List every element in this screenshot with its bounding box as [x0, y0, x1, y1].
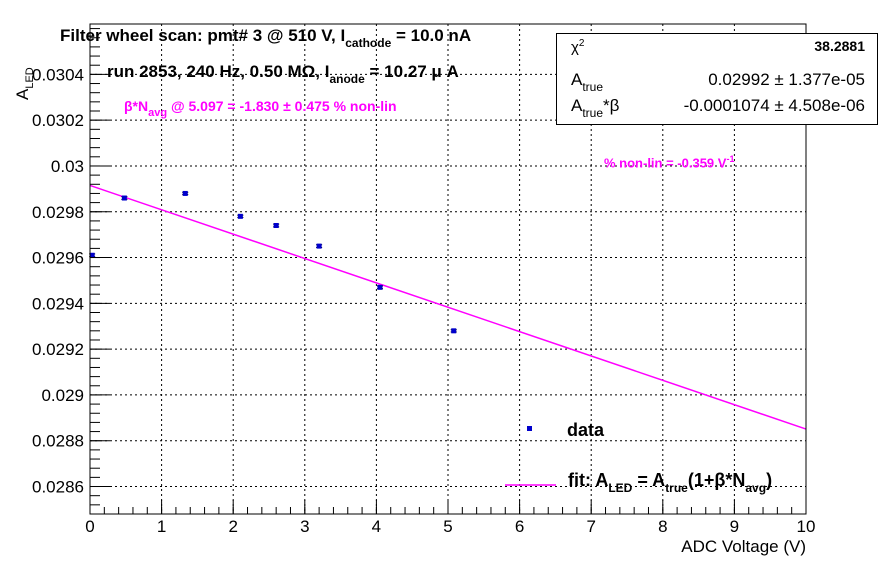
- stats-row-atrue-beta: Atrue*β -0.0001074 ± 4.508e-06: [557, 92, 877, 120]
- y-tick-label: 0.0304: [32, 65, 84, 84]
- x-tick-label: 4: [372, 517, 381, 536]
- y-tick-label: 0.0288: [32, 432, 84, 451]
- legend-data-marker: [527, 426, 532, 431]
- x-tick-label: 1: [157, 517, 166, 536]
- slope-sup: -1: [726, 154, 735, 164]
- run-info-prefix: run 2853, 240 Hz, 0.50 MΩ, I: [107, 62, 330, 81]
- data-marker: [451, 328, 457, 334]
- slope-annotation: % non-lin = -0.359 V-1: [604, 154, 734, 170]
- atrue-label: Atrue: [571, 70, 604, 94]
- slope-text: % non-lin = -0.359 V: [604, 155, 727, 171]
- stats-box: χ2 38.2881 Atrue 0.02992 ± 1.377e-05 Atr…: [556, 33, 878, 125]
- run-info: run 2853, 240 Hz, 0.50 MΩ, Ianode = 10.2…: [107, 62, 459, 86]
- data-marker: [273, 222, 279, 228]
- x-axis-label: ADC Voltage (V): [681, 537, 806, 556]
- fit-line: [89, 184, 807, 430]
- data-point: [121, 195, 128, 201]
- axes: 0 1 2 3 4 5 6 7 8 9 10 0.0286 0.0288 0.029 0.0292 0.029…: [32, 23, 816, 536]
- title-subscript: cathode: [345, 36, 392, 50]
- x-tick-label: 8: [658, 517, 667, 536]
- legend-markers: [505, 426, 556, 486]
- nonlin-subscript: avg: [148, 107, 168, 119]
- fit-series: [89, 184, 807, 430]
- data-point: [237, 213, 244, 219]
- y-tick-label: 0.0286: [32, 478, 84, 497]
- stats-row-chi2: χ2 38.2881: [557, 34, 877, 62]
- data-point: [273, 222, 280, 228]
- atrue-beta-value: -0.0001074 ± 4.508e-06: [683, 96, 865, 115]
- run-info-subscript: anode: [329, 72, 365, 86]
- x-tick-label: 5: [443, 517, 452, 536]
- legend-fit-label: fit: ALED = Atrue(1+β*Navg): [568, 470, 773, 495]
- x-tick-label: 2: [228, 517, 237, 536]
- data-marker: [121, 195, 127, 201]
- title-suffix: = 10.0 nA: [391, 26, 472, 45]
- y-tick-label: 0.0302: [32, 111, 84, 130]
- atrue-value: 0.02992 ± 1.377e-05: [708, 70, 865, 89]
- y-axis-label: ALED: [13, 67, 36, 100]
- y-tick-label: 0.029: [41, 386, 84, 405]
- title-prefix: Filter wheel scan: pmt# 3 @ 510 V, I: [60, 26, 346, 45]
- atrue-beta-label: Atrue*β: [571, 96, 620, 120]
- data-point: [316, 243, 323, 249]
- chart-title: Filter wheel scan: pmt# 3 @ 510 V, Icath…: [60, 26, 472, 50]
- nonlin-annotation: β*Navg @ 5.097 = -1.830 ± 0.475 % non-li…: [124, 98, 397, 119]
- chi2-value: 38.2881: [814, 38, 865, 54]
- x-tick-label: 6: [515, 517, 524, 536]
- stats-row-atrue: Atrue 0.02992 ± 1.377e-05: [557, 66, 877, 94]
- data-marker: [237, 213, 243, 219]
- x-tick-label: 9: [730, 517, 739, 536]
- data-marker: [182, 190, 188, 196]
- legend-data-label: data: [567, 420, 605, 440]
- data-marker: [89, 252, 95, 258]
- data-series: [89, 190, 457, 334]
- x-tick-label: 0: [85, 517, 94, 536]
- y-tick-label: 0.0296: [32, 249, 84, 268]
- x-tick-label: 10: [797, 517, 816, 536]
- y-tick-label: 0.0292: [32, 340, 84, 359]
- y-tick-label: 0.0294: [32, 294, 84, 313]
- nonlin-prefix: β*N: [124, 98, 149, 114]
- x-tick-label: 7: [586, 517, 595, 536]
- data-marker: [316, 243, 322, 249]
- data-point: [450, 328, 457, 334]
- y-tick-label: 0.0298: [32, 203, 84, 222]
- nonlin-suffix: @ 5.097 = -1.830 ± 0.475 % non-lin: [167, 98, 397, 114]
- data-point: [376, 284, 383, 290]
- chi2-label: χ2: [571, 38, 585, 56]
- data-point: [182, 190, 189, 196]
- x-tick-label: 3: [300, 517, 309, 536]
- y-tick-label: 0.03: [51, 157, 84, 176]
- data-marker: [377, 284, 383, 290]
- run-info-suffix: = 10.27 μ A: [364, 62, 459, 81]
